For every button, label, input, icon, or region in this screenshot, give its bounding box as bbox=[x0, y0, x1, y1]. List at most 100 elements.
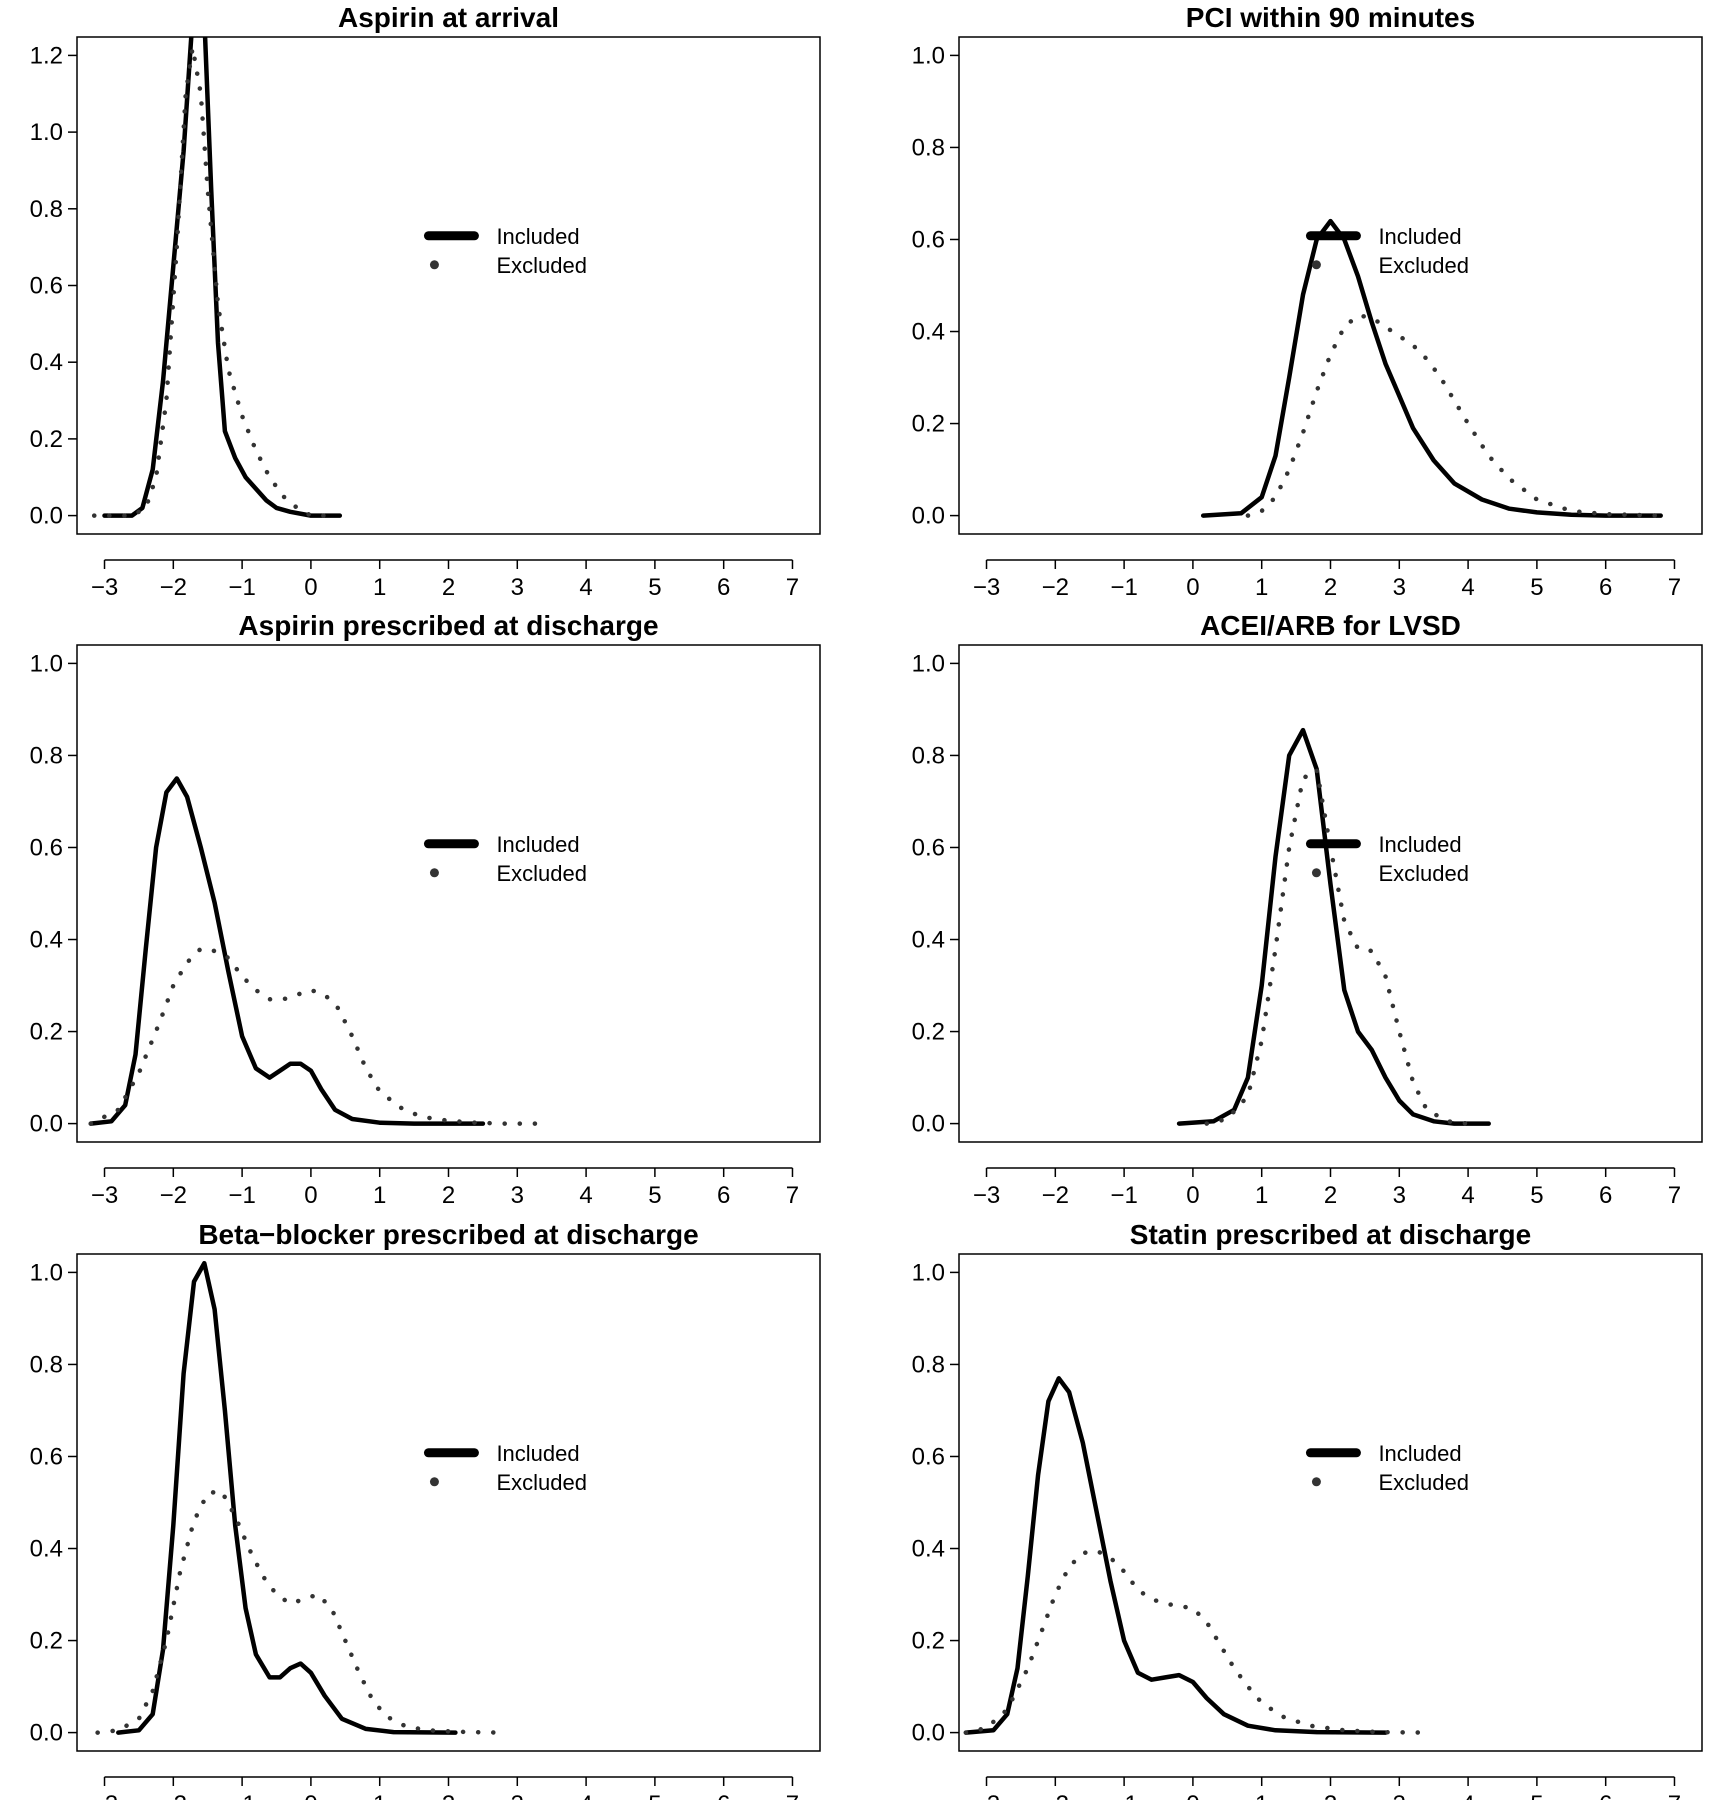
y-tick-label: 0.2 bbox=[912, 1019, 945, 1046]
y-tick-label: 1.0 bbox=[30, 119, 63, 146]
x-tick-label: 7 bbox=[1668, 574, 1681, 601]
legend-excluded-label: Excluded bbox=[1378, 253, 1469, 278]
x-tick-label: 6 bbox=[717, 1791, 730, 1800]
y-tick-label: 0.4 bbox=[30, 349, 63, 376]
y-tick-label: 0.2 bbox=[912, 411, 945, 438]
legend-included-label: Included bbox=[1378, 832, 1461, 857]
legend: Included Excluded bbox=[1305, 224, 1469, 278]
series-excluded bbox=[91, 45, 341, 518]
x-tick-label: 3 bbox=[511, 1791, 524, 1800]
x-tick-label: −3 bbox=[91, 574, 118, 601]
legend-included-label: Included bbox=[496, 1441, 579, 1466]
x-tick-label: 5 bbox=[1530, 1182, 1543, 1209]
x-tick-label: 4 bbox=[579, 1791, 592, 1800]
x-tick-label: −1 bbox=[1110, 574, 1137, 601]
x-tick-label: 4 bbox=[1461, 1791, 1474, 1800]
legend: Included Excluded bbox=[1305, 1441, 1469, 1495]
x-tick-label: −1 bbox=[228, 1182, 255, 1209]
legend-included-label: Included bbox=[1378, 1441, 1461, 1466]
legend-excluded-swatch bbox=[429, 868, 439, 878]
plot-area bbox=[95, 1260, 506, 1735]
panel-2: PCI within 90 minutes 0.0 0.2 0.4 0.6 0.8 1.0 −… bbox=[912, 2, 1703, 601]
legend-included-label: Included bbox=[1378, 224, 1461, 249]
legend-excluded-label: Excluded bbox=[1378, 1470, 1469, 1495]
series-included bbox=[116, 1260, 458, 1735]
y-tick-label: 0.8 bbox=[912, 742, 945, 769]
legend: Included Excluded bbox=[423, 1441, 587, 1495]
plot-frame bbox=[958, 36, 1703, 535]
series-excluded bbox=[95, 1488, 506, 1735]
x-tick-label: 3 bbox=[1393, 574, 1406, 601]
plot-area bbox=[88, 776, 548, 1126]
x-tick-label: 7 bbox=[786, 1791, 799, 1800]
plot-area bbox=[91, 37, 343, 518]
plot-area bbox=[1176, 727, 1491, 1126]
y-tick-label: 0.0 bbox=[912, 1720, 945, 1747]
legend-included-label: Included bbox=[496, 832, 579, 857]
x-tick-label: −2 bbox=[1042, 1791, 1069, 1800]
x-tick-label: −2 bbox=[160, 1182, 187, 1209]
x-tick-label: 1 bbox=[1255, 574, 1268, 601]
x-tick-label: 6 bbox=[1599, 574, 1612, 601]
panel-title: Statin prescribed at discharge bbox=[1130, 1219, 1531, 1250]
y-tick-label: 0.8 bbox=[30, 742, 63, 769]
x-tick-label: −2 bbox=[1042, 574, 1069, 601]
y-tick-label: 0.8 bbox=[912, 1351, 945, 1378]
y-tick-label: 0.4 bbox=[912, 927, 945, 954]
legend-excluded-swatch bbox=[1311, 1477, 1321, 1487]
x-tick-label: 1 bbox=[1255, 1182, 1268, 1209]
y-tick-label: 0.2 bbox=[30, 1019, 63, 1046]
legend: Included Excluded bbox=[1305, 832, 1469, 886]
x-tick-label: 2 bbox=[442, 1791, 455, 1800]
y-tick-label: 0.4 bbox=[30, 927, 63, 954]
y-tick-label: 0.8 bbox=[30, 1351, 63, 1378]
y-tick-label: 0.0 bbox=[30, 1720, 63, 1747]
x-tick-label: 0 bbox=[1186, 1182, 1199, 1209]
x-tick-label: 7 bbox=[1668, 1182, 1681, 1209]
legend-excluded-label: Excluded bbox=[1378, 861, 1469, 886]
x-tick-label: 1 bbox=[373, 1791, 386, 1800]
legend: Included Excluded bbox=[423, 832, 587, 886]
y-tick-label: 0.0 bbox=[30, 503, 63, 530]
x-tick-label: 5 bbox=[648, 1182, 661, 1209]
y-tick-label: 0.6 bbox=[30, 273, 63, 300]
x-tick-label: 6 bbox=[717, 574, 730, 601]
x-tick-label: 2 bbox=[442, 1182, 455, 1209]
panel-title: ACEI/ARB for LVSD bbox=[1200, 610, 1461, 641]
x-tick-label: −3 bbox=[973, 1182, 1000, 1209]
series-included bbox=[88, 776, 486, 1126]
legend-included-label: Included bbox=[496, 224, 579, 249]
x-tick-label: 2 bbox=[1324, 1182, 1337, 1209]
x-tick-label: 5 bbox=[1530, 574, 1543, 601]
panel-title: Aspirin prescribed at discharge bbox=[238, 610, 658, 641]
x-tick-label: 4 bbox=[1461, 1182, 1474, 1209]
legend-excluded-swatch bbox=[429, 260, 439, 270]
y-tick-label: 1.0 bbox=[912, 1259, 945, 1286]
x-tick-label: −1 bbox=[1110, 1182, 1137, 1209]
x-tick-label: 5 bbox=[648, 1791, 661, 1800]
panel-3: Aspirin prescribed at discharge 0.0 0.2 0.4… bbox=[30, 610, 821, 1209]
plot-frame bbox=[76, 1253, 821, 1752]
x-tick-label: 0 bbox=[304, 1182, 317, 1209]
x-tick-label: 1 bbox=[373, 574, 386, 601]
plot-area bbox=[963, 1376, 1430, 1735]
plot-frame bbox=[76, 36, 821, 535]
legend-excluded-swatch bbox=[1311, 868, 1321, 878]
legend-excluded-label: Excluded bbox=[496, 861, 587, 886]
y-tick-label: 0.8 bbox=[912, 134, 945, 161]
x-tick-label: 7 bbox=[1668, 1791, 1681, 1800]
x-tick-label: 1 bbox=[373, 1182, 386, 1209]
panel-title: PCI within 90 minutes bbox=[1186, 2, 1475, 33]
y-tick-label: 1.0 bbox=[912, 650, 945, 677]
series-excluded bbox=[1245, 313, 1663, 518]
x-tick-label: 7 bbox=[786, 1182, 799, 1209]
plot-frame bbox=[958, 1253, 1703, 1752]
plot-frame bbox=[958, 644, 1703, 1143]
y-tick-label: 0.6 bbox=[30, 834, 63, 861]
panel-5: Beta−blocker prescribed at discharge 0.0 0… bbox=[30, 1219, 821, 1800]
x-tick-label: −2 bbox=[1042, 1182, 1069, 1209]
y-tick-label: 1.0 bbox=[30, 650, 63, 677]
x-tick-label: 1 bbox=[1255, 1791, 1268, 1800]
legend-excluded-swatch bbox=[1311, 260, 1321, 270]
